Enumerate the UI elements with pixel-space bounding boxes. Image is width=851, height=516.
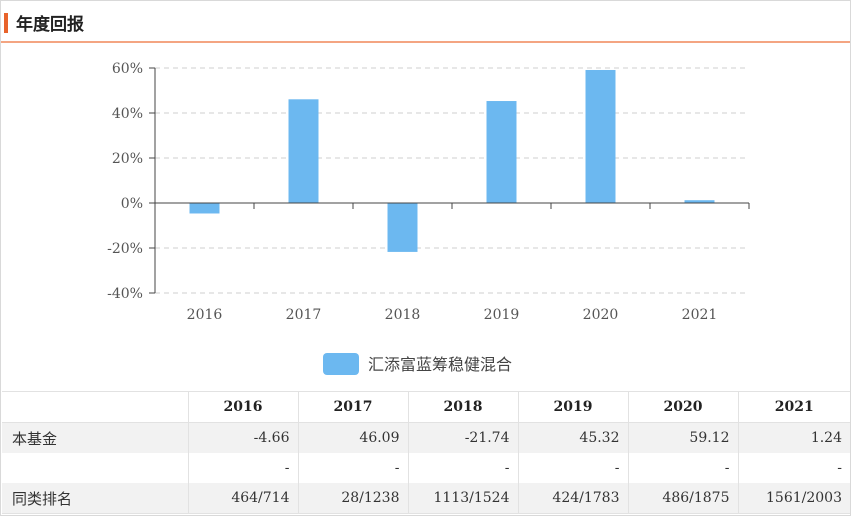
table-cell: 486/1875 — [628, 483, 739, 514]
table-cell: -21.74 — [408, 422, 519, 453]
table-header-row: 2016 2017 2018 2019 2020 2021 — [2, 391, 850, 423]
legend-label: 汇添富蓝筹稳健混合 — [368, 355, 512, 374]
return-table: 2016 2017 2018 2019 2020 2021 本基金 -4.66 … — [2, 391, 850, 514]
table-cell: -4.66 — [188, 422, 299, 453]
table-cell: 1113/1524 — [408, 483, 519, 514]
table-row-blank: - - - - - - — [2, 453, 850, 483]
table-cell: 59.12 — [628, 422, 739, 453]
table-cell: 28/1238 — [298, 483, 409, 514]
y-tick-label: 40% — [112, 106, 143, 122]
table-cell: - — [298, 453, 409, 483]
bar — [288, 99, 319, 203]
table-header-cell — [2, 391, 189, 423]
table-cell: 46.09 — [298, 422, 409, 453]
table-cell: 1561/2003 — [738, 483, 850, 514]
row-label — [2, 453, 189, 483]
table-header-cell: 2018 — [408, 391, 519, 423]
y-tick-label: 60% — [112, 61, 143, 77]
table-cell: - — [837, 460, 842, 476]
x-tick-label: 2016 — [187, 307, 223, 323]
x-tick-label: 2019 — [484, 307, 520, 323]
bar — [387, 203, 418, 252]
x-tick-label: 2020 — [583, 307, 619, 323]
row-label: 同类排名 — [2, 483, 189, 514]
table-cell: 45.32 — [518, 422, 629, 453]
table-header-cell: 2020 — [628, 391, 739, 423]
legend-swatch — [323, 353, 359, 375]
y-tick-label: -40% — [107, 286, 143, 302]
y-tick-label: -20% — [107, 241, 143, 257]
bar — [189, 203, 220, 214]
table-cell: - — [518, 453, 629, 483]
table-header-cell: 2021 — [738, 391, 850, 423]
table-header-cell: 2019 — [518, 391, 629, 423]
x-tick-label: 2017 — [286, 307, 322, 323]
table-cell: - — [408, 453, 519, 483]
table-cell: - — [188, 453, 299, 483]
row-label: 本基金 — [2, 422, 189, 453]
table-cell: 424/1783 — [518, 483, 629, 514]
x-tick-label: 2018 — [385, 307, 421, 323]
y-tick-label: 0% — [121, 196, 143, 212]
panel-header: 年度回报 — [1, 1, 850, 43]
bar — [684, 200, 715, 203]
table-row-peer-rank: 同类排名 464/714 28/1238 1113/1524 424/1783 … — [2, 483, 850, 514]
table-cell: 464/714 — [188, 483, 299, 514]
x-tick-label: 2021 — [682, 307, 718, 323]
table-cell: 1.24 — [738, 422, 850, 453]
header-accent-bar — [4, 13, 8, 33]
table-cell: - — [628, 453, 739, 483]
panel-title: 年度回报 — [16, 15, 84, 35]
bar — [486, 101, 517, 203]
table-header-cell: 2016 — [188, 391, 299, 423]
table-row-fund-return: 本基金 -4.66 46.09 -21.74 45.32 59.12 1.24 — [2, 422, 850, 453]
bar — [585, 69, 616, 203]
annual-return-chart: -40% -20% 0% 20% 40% 60% 2016 2017 2018 2019 2020 2… — [107, 61, 750, 375]
y-tick-label: 20% — [112, 151, 143, 167]
table-header-cell: 2017 — [298, 391, 409, 423]
